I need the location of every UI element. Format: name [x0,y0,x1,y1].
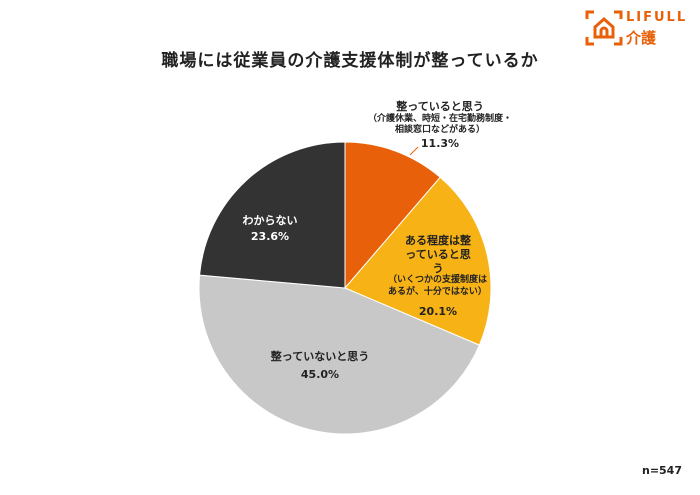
slice-value-label: 11.3% [420,137,460,151]
slice-value-label: 23.6% [250,229,290,243]
slice-value-label: 45.0% [300,367,340,381]
slice-note-text: （介護休業、時短・在宅勤務制度・相談窓口などがある） [368,113,513,136]
logo-text: LIFULL [626,10,688,25]
slice-label-text: 整っていないと思う [270,350,370,363]
leader-line [409,146,419,156]
pie-slice-2 [198,274,481,435]
slice-label-text: 整っていると思う [396,100,484,113]
slice-label-3: わからない 23.6% [220,214,320,244]
sample-size: n=547 [641,464,682,477]
lifull-kaigo-logo: LIFULL 介護 [584,8,694,48]
pie-slice-3 [199,141,346,289]
chart-title: 職場には従業員の介護支援体制が整っているか [161,51,539,71]
slice-note-text: （いくつかの支援制度はあるが、十分ではない） [388,275,488,297]
slice-label-text: わからない [242,214,298,227]
slice-label-2: 整っていないと思う 45.0% [250,350,390,382]
pie-slice-0 [344,141,441,290]
slice-label-1: ある程度は整っていると思う （いくつかの支援制度はあるが、十分ではない） 20.… [388,234,488,318]
slice-value-label: 20.1% [418,304,458,318]
logo-subtext: 介護 [626,29,657,47]
slice-label-0: 整っていると思う （介護休業、時短・在宅勤務制度・相談窓口などがある） 11.3… [360,100,520,151]
slice-label-text: ある程度は整っていると思う [405,234,471,275]
house-frame-icon [585,10,623,46]
